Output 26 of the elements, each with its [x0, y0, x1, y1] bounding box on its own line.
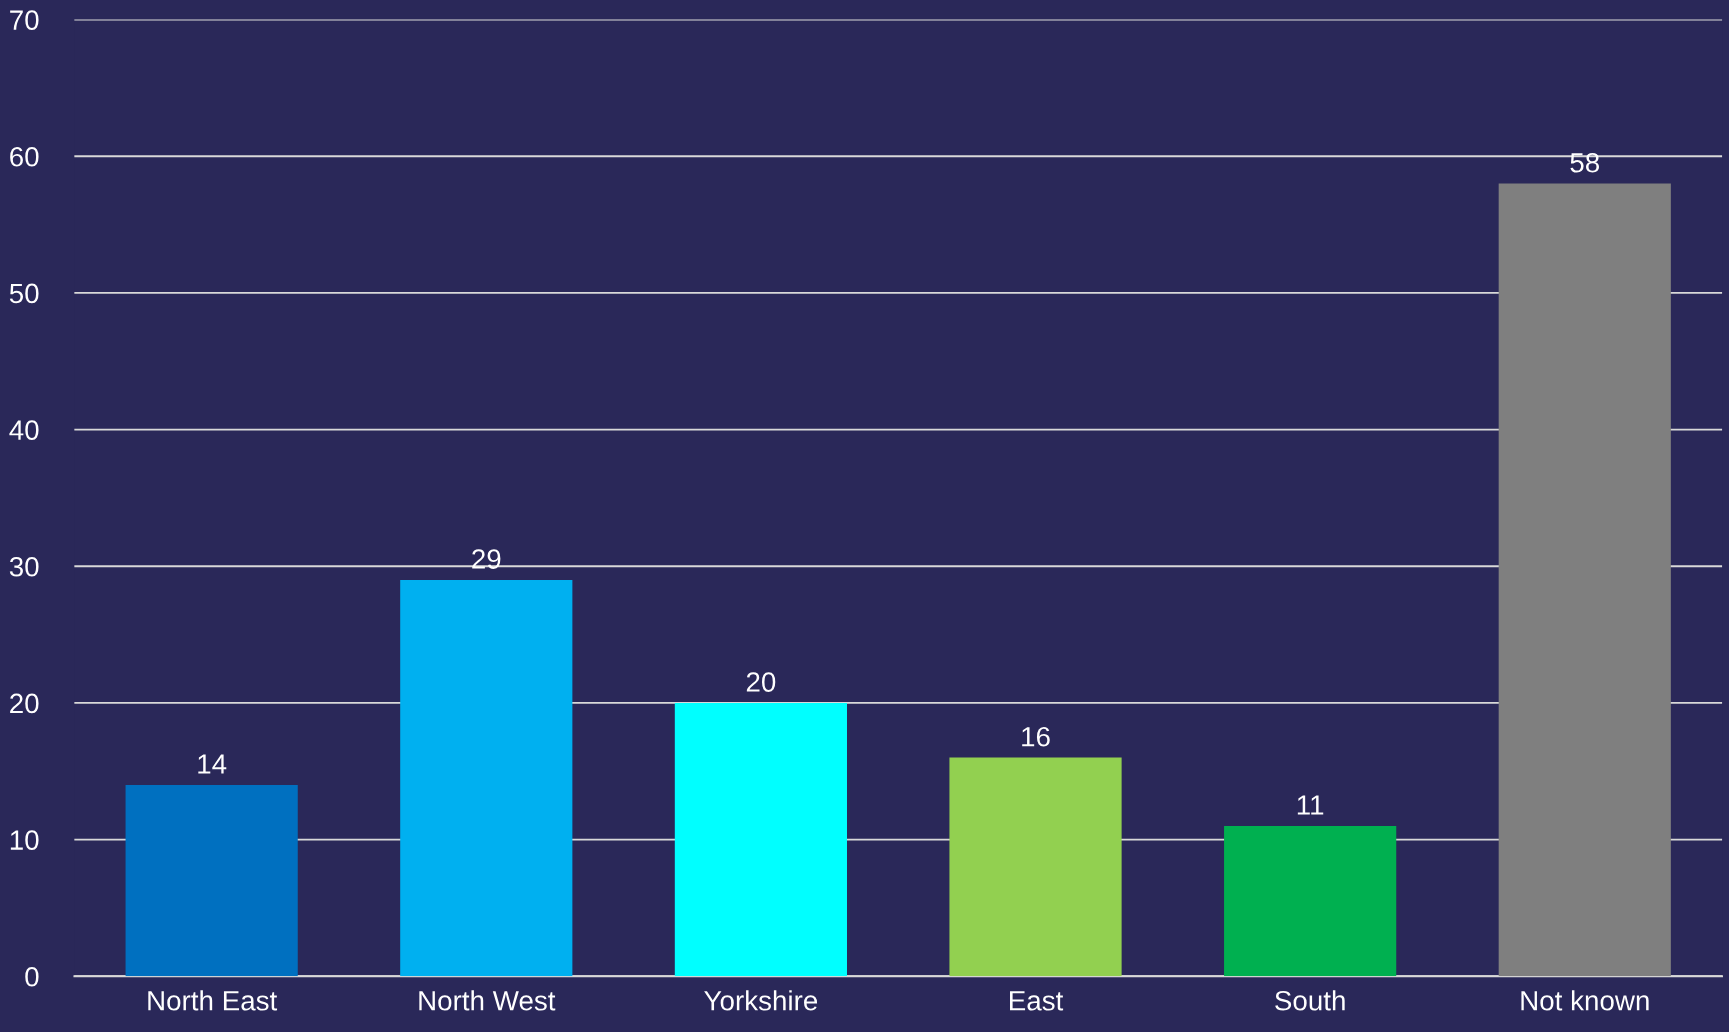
data-label: 58	[1570, 152, 1600, 173]
x-tick-label: North East	[148, 990, 278, 1011]
y-tick-label: 60	[10, 146, 39, 167]
bar	[1224, 825, 1397, 977]
data-label: 29	[472, 549, 501, 569]
y-tick-label: 10	[10, 830, 39, 850]
x-tick-label: Yorkshire	[704, 990, 818, 1011]
data-label: 20	[746, 672, 776, 692]
y-tick-label: 30	[9, 556, 39, 577]
bar	[1498, 183, 1671, 977]
x-tick-label: South	[1275, 990, 1345, 1011]
y-tick-label: 40	[9, 420, 39, 440]
data-label: 16	[1022, 726, 1050, 747]
bar	[125, 784, 298, 977]
data-label: 14	[198, 754, 227, 774]
x-tick-label: Not known	[1521, 990, 1649, 1011]
bar	[949, 757, 1122, 977]
y-tick-label: 50	[9, 283, 39, 304]
bar	[674, 702, 847, 977]
bar	[400, 579, 573, 977]
y-tick-label: 20	[10, 693, 39, 714]
y-tick-label: 70	[10, 10, 39, 30]
x-tick-label: East	[1010, 991, 1064, 1011]
data-label: 11	[1297, 795, 1324, 815]
y-tick-label: 0	[25, 966, 39, 987]
x-tick-label: North West	[419, 990, 556, 1011]
